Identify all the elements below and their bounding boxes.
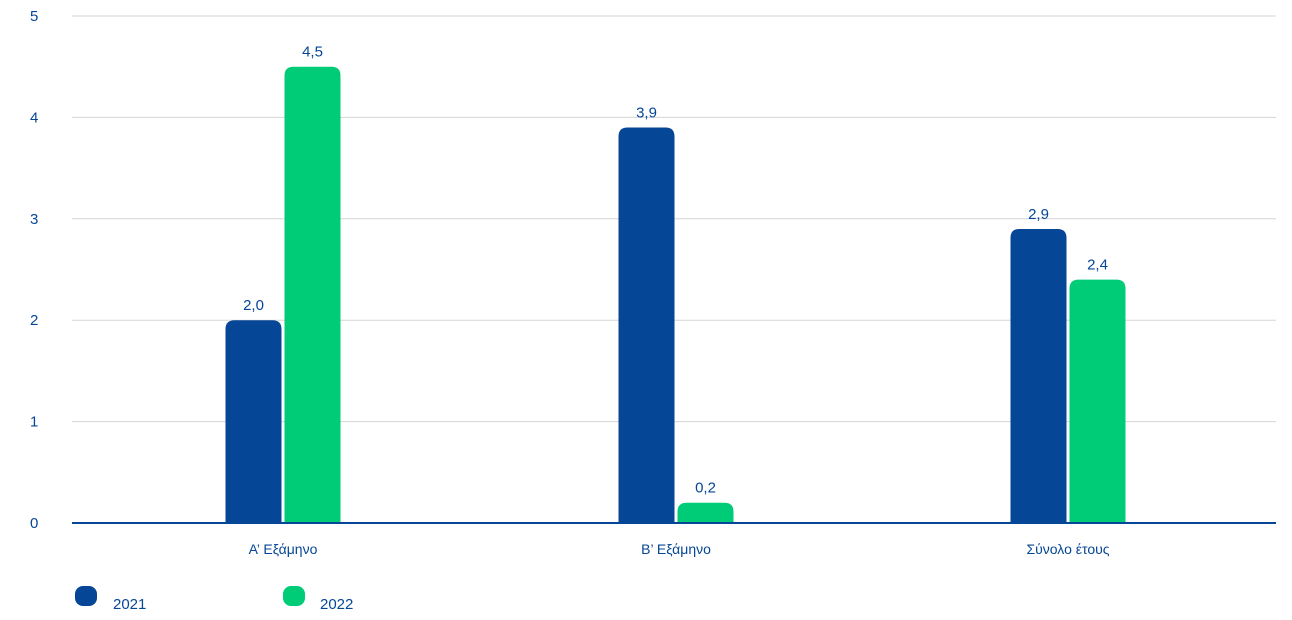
y-tick-label: 5 — [30, 8, 38, 25]
bar-2021-2 — [618, 127, 675, 523]
data-label: 3,9 — [636, 105, 657, 122]
bars — [225, 66, 1126, 523]
bar-2021-3 — [1010, 228, 1067, 523]
y-tick-label: 0 — [30, 515, 38, 532]
data-label: 2,4 — [1087, 257, 1108, 274]
data-label: 4,5 — [302, 44, 323, 61]
data-label: 2,0 — [243, 297, 264, 314]
y-tick-label: 2 — [30, 312, 38, 329]
data-labels: 2,0 4,5 3,9 0,2 2,9 2,4 — [243, 44, 1108, 497]
legend-swatch-2022 — [283, 586, 305, 606]
legend-label: 2021 — [113, 596, 146, 613]
x-tick-label: Α’ Εξάμηνο — [249, 541, 318, 557]
x-tick-label: Β’ Εξάμηνο — [641, 541, 711, 557]
y-tick-label: 1 — [30, 414, 38, 431]
x-tick-label: Σύνολο έτους — [1026, 541, 1109, 557]
legend-swatch-2021 — [75, 586, 97, 606]
bar-2022-2 — [677, 502, 734, 523]
data-label: 0,2 — [695, 480, 716, 497]
bar-2022-3 — [1069, 279, 1126, 523]
y-axis-tick-labels: 0 1 2 3 4 5 — [30, 8, 38, 532]
legend-label: 2022 — [320, 596, 353, 613]
bar-2022-1 — [284, 66, 341, 523]
y-tick-label: 3 — [30, 211, 38, 228]
legend: 2021 2022 — [75, 586, 353, 613]
x-axis-tick-labels: Α’ Εξάμηνο Β’ Εξάμηνο Σύνολο έτους — [249, 541, 1110, 557]
bar-2021-1 — [225, 320, 282, 523]
data-label: 2,9 — [1028, 206, 1049, 223]
y-tick-label: 4 — [30, 109, 38, 126]
